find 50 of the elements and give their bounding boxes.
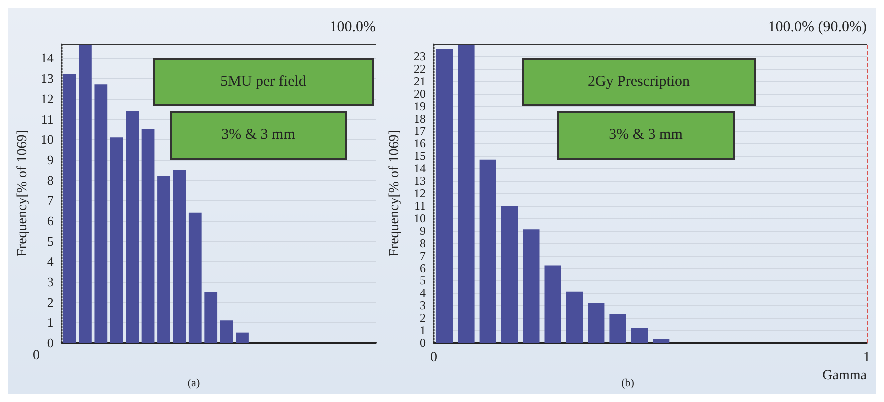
y-tick-label: 2 <box>47 294 54 310</box>
y-tick-label: 9 <box>420 224 426 238</box>
y-tick-label: 14 <box>40 50 54 66</box>
text: 100.0% <box>330 20 376 36</box>
text: (a) <box>188 378 200 390</box>
y-tick-label: 15 <box>414 149 426 164</box>
x-axis-title: Gamma <box>822 368 868 384</box>
y-tick-label: 4 <box>420 286 426 300</box>
y-tick-label: 10 <box>414 211 426 226</box>
y-tick-label: 5 <box>420 274 426 288</box>
y-tick-label: 12 <box>40 91 54 106</box>
label-box: 5MU per field <box>153 58 374 106</box>
y-tick-label: 9 <box>47 152 54 168</box>
y-tick-label: 1 <box>420 324 426 338</box>
text: (b) <box>622 378 635 390</box>
y-axis-title: Frequency[% of 1069] <box>16 130 30 257</box>
y-tick-label: 13 <box>414 174 426 188</box>
y-tick-label: 12 <box>414 186 426 200</box>
y-axis-title: Frequency[% of 1069] <box>388 130 402 257</box>
text: 100.0% (90.0%) <box>768 20 868 36</box>
y-tick-label: 10 <box>40 132 54 148</box>
y-tick-label: 1 <box>47 315 54 330</box>
y-tick-label: 4 <box>47 254 54 270</box>
y-tick-label: 5 <box>47 234 54 249</box>
y-tick-label: 6 <box>47 213 54 228</box>
y-tick-label: 11 <box>41 112 54 127</box>
y-tick-label: 11 <box>414 198 426 213</box>
y-tick-label: 17 <box>414 124 426 138</box>
y-tick-label: 20 <box>414 86 426 101</box>
y-tick-label: 7 <box>420 248 426 263</box>
y-tick-label: 8 <box>420 236 426 250</box>
y-tick-label: 14 <box>414 162 426 176</box>
y-tick-label: 8 <box>47 172 54 188</box>
y-tick-label: 0 <box>47 336 54 350</box>
label-box: 3% & 3 mm <box>170 111 347 160</box>
label-box: 3% & 3 mm <box>557 111 735 160</box>
y-tick-label: 0 <box>420 336 426 350</box>
y-tick-label: 3 <box>47 274 54 290</box>
y-tick-label: 13 <box>40 71 54 86</box>
y-tick-label: 7 <box>47 193 54 208</box>
y-tick-label: 2 <box>420 311 426 326</box>
y-tick-label: 23 <box>414 49 426 64</box>
y-tick-label: 6 <box>420 261 426 276</box>
y-tick-label: 16 <box>414 136 426 151</box>
label-box: 2Gy Prescription <box>522 58 756 106</box>
y-tick-label: 3 <box>420 298 426 313</box>
y-tick-label: 21 <box>414 74 426 88</box>
y-tick-label: 22 <box>414 62 426 76</box>
y-tick-label: 18 <box>414 112 426 126</box>
y-tick-label: 19 <box>414 99 426 114</box>
